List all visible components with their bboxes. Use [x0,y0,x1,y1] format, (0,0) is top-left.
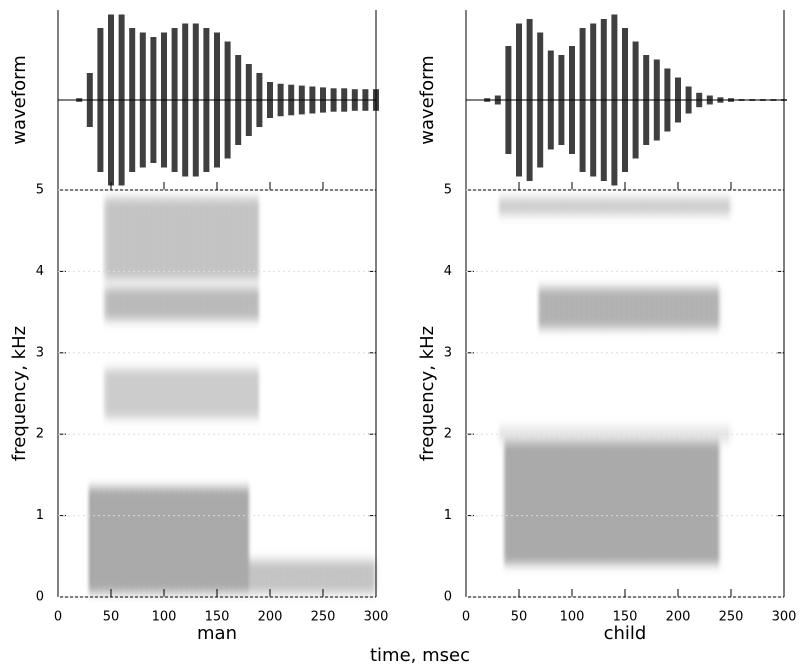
energy-band [248,560,376,593]
x-tick-label: 0 [462,610,470,625]
x-tick-label: 150 [205,610,230,625]
x-tick-label: 250 [311,610,336,625]
y-tick-label: 4 [36,264,44,279]
x-tick-label: 200 [666,610,691,625]
y-tick-label: 1 [36,508,44,523]
y-axis-label: frequency, kHz [9,326,30,461]
spectrogram [89,198,376,593]
x-tick-label: 300 [772,610,797,625]
y-tick-label: 0 [36,590,44,605]
panel-title: man [197,623,237,644]
energy-band [497,198,731,215]
y-tick-label: 1 [444,508,452,523]
waveform-label: waveform [9,55,30,144]
waveform-label: waveform [417,55,438,144]
x-tick-label: 200 [258,610,283,625]
energy-band [497,426,731,443]
y-tick-label: 3 [444,345,452,360]
energy-band [105,198,260,280]
spectrogram [497,198,731,565]
energy-band [503,442,721,565]
x-tick-label: 0 [54,610,62,625]
x-tick-label: 50 [103,610,120,625]
x-tick-label: 100 [560,610,585,625]
y-tick-label: 2 [444,427,452,442]
energy-band [105,369,260,418]
energy-band [89,487,249,593]
x-tick-label: 100 [152,610,177,625]
energy-band [540,287,721,329]
panel-title: child [604,623,647,644]
x-tick-label: 50 [511,610,528,625]
y-tick-label: 0 [444,590,452,605]
x-tick-label: 150 [613,610,638,625]
y-tick-label: 2 [36,427,44,442]
x-axis-label: time, msec [370,645,470,666]
y-tick-label: 4 [444,264,452,279]
x-tick-label: 300 [364,610,389,625]
x-tick-label: 250 [719,610,744,625]
energy-band [105,287,260,321]
y-tick-label: 3 [36,345,44,360]
y-axis-label: frequency, kHz [417,326,438,461]
y-tick-label: 5 [444,183,452,198]
y-tick-label: 5 [36,183,44,198]
